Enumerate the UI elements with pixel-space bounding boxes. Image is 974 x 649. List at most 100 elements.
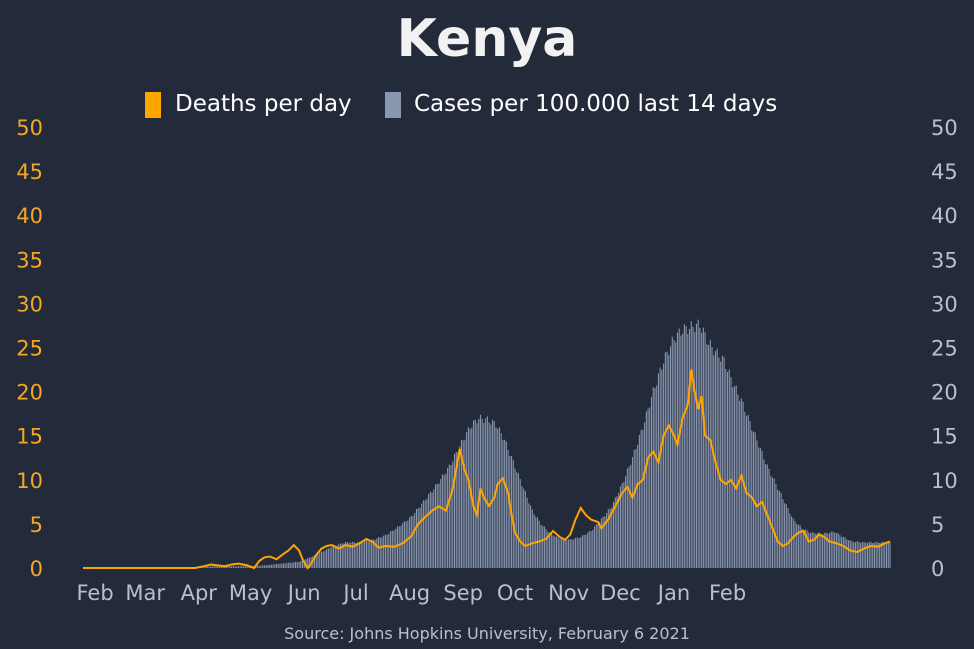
- legend-label-deaths: Deaths per day: [175, 91, 352, 117]
- cases-bar: [794, 521, 796, 568]
- cases-bar: [474, 419, 476, 568]
- cases-bar: [469, 429, 471, 568]
- cases-bar: [645, 411, 647, 568]
- cases-bar: [637, 444, 639, 568]
- legend: Deaths per day Cases per 100.000 last 14…: [145, 91, 777, 118]
- cases-bar: [467, 427, 469, 568]
- cases-bar: [868, 542, 870, 568]
- cases-bar: [879, 543, 881, 568]
- cases-bar: [618, 492, 620, 568]
- cases-bar: [803, 530, 805, 568]
- cases-bar: [203, 566, 205, 568]
- cases-bar: [343, 543, 345, 568]
- cases-bar: [889, 541, 891, 568]
- cases-bar: [886, 543, 888, 568]
- cases-bar: [841, 536, 843, 568]
- right-tick-label: 15: [931, 425, 958, 449]
- cases-bar: [260, 565, 262, 568]
- x-axis: Feb Mar Apr May Jun Jul Aug Sep Oct Nov Dec Jan Feb: [77, 581, 747, 605]
- cases-bar: [498, 427, 500, 568]
- cases-bar: [405, 521, 407, 568]
- cases-bar: [673, 339, 675, 568]
- right-tick-label: 0: [931, 557, 944, 581]
- cases-bar: [854, 542, 856, 568]
- cases-bar: [597, 524, 599, 568]
- cases-bar: [630, 464, 632, 568]
- cases-bar: [825, 532, 827, 568]
- cases-bar: [322, 551, 324, 568]
- cases-bar: [761, 450, 763, 568]
- cases-bar: [512, 460, 514, 568]
- cases-bar: [530, 505, 532, 568]
- cases-bar: [433, 489, 435, 568]
- cases-bar: [614, 497, 616, 568]
- cases-bar: [243, 566, 245, 568]
- cases-bar: [759, 447, 761, 568]
- right-tick-label: 5: [931, 513, 944, 537]
- cases-bar: [333, 545, 335, 568]
- cases-bar: [835, 533, 837, 568]
- cases-bar: [324, 550, 326, 568]
- cases-bar: [426, 498, 428, 568]
- cases-bar: [486, 416, 488, 568]
- cases-bar: [616, 496, 618, 568]
- cases-bar: [842, 536, 844, 568]
- cases-bar: [742, 401, 744, 568]
- cases-bar: [210, 566, 212, 568]
- cases-bar: [606, 513, 608, 568]
- cases-bar: [875, 541, 877, 568]
- cases-bar: [234, 566, 236, 568]
- cases-bar: [263, 565, 265, 568]
- x-tick-label: Aug: [389, 581, 430, 605]
- cases-bar: [497, 428, 499, 568]
- cases-bar: [434, 484, 437, 568]
- cases-bar: [626, 468, 628, 568]
- cases-bar: [208, 566, 210, 568]
- cases-bar: [276, 564, 278, 568]
- cases-bar: [308, 557, 310, 568]
- cases-bar: [562, 538, 564, 568]
- cases-bar: [272, 564, 274, 568]
- cases-bar: [578, 538, 580, 568]
- cases-bar: [396, 526, 399, 568]
- cases-bar: [459, 446, 461, 568]
- cases-bar: [718, 357, 720, 568]
- cases-bar: [873, 542, 875, 568]
- cases-bar: [785, 504, 787, 568]
- cases-bar: [464, 439, 466, 568]
- cases-bar: [676, 332, 678, 568]
- cases-bar: [671, 336, 673, 568]
- cases-bar: [507, 450, 509, 568]
- cases-bar: [331, 546, 333, 568]
- cases-bar: [656, 385, 658, 568]
- cases-bar: [554, 536, 556, 568]
- cases-bar: [884, 542, 886, 568]
- cases-bar: [462, 440, 464, 568]
- cases-bar: [334, 545, 336, 568]
- right-tick-label: 25: [931, 337, 958, 361]
- cases-bar: [837, 533, 839, 568]
- cases-bar: [485, 418, 487, 568]
- cases-bar: [866, 542, 869, 568]
- cases-bar: [421, 503, 423, 568]
- cases-bar: [666, 351, 668, 568]
- cases-bar: [274, 564, 276, 568]
- cases-bar: [877, 542, 879, 568]
- cases-bar: [436, 483, 438, 568]
- cases-bar: [749, 421, 751, 568]
- cases-bar: [816, 533, 818, 568]
- cases-bar: [206, 566, 208, 568]
- cases-bar: [654, 388, 656, 568]
- cases-bar: [291, 562, 293, 568]
- cases-bar: [725, 369, 727, 568]
- cases-bar: [635, 448, 637, 568]
- cases-bar: [410, 516, 412, 568]
- cases-bar: [872, 542, 874, 568]
- cases-bar: [222, 566, 224, 568]
- left-tick-label: 35: [16, 248, 43, 272]
- cases-bar: [860, 542, 862, 568]
- x-tick-label: Jul: [341, 581, 368, 605]
- cases-bar: [828, 533, 831, 568]
- cases-bar: [593, 526, 596, 568]
- cases-bar: [403, 521, 405, 568]
